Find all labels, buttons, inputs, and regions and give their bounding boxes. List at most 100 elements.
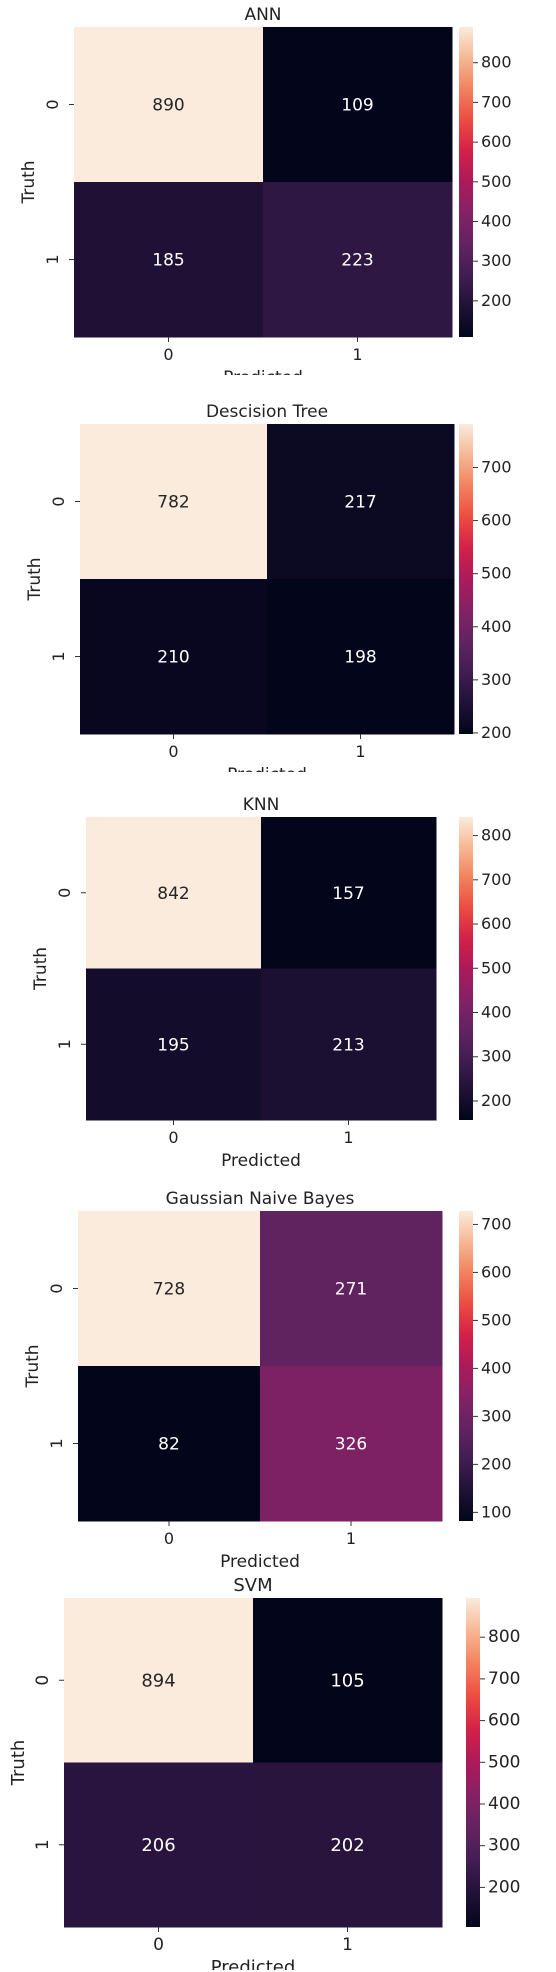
colorbar-tick-label: 700: [488, 1669, 520, 1689]
cell-value-label: 223: [341, 251, 373, 271]
colorbar-tick-label: 400: [481, 211, 512, 230]
colorbar-tick-label: 700: [481, 458, 512, 477]
heatmap-cell: [64, 1598, 254, 1763]
heatmap-cell: [263, 27, 453, 183]
x-tick-label: 0: [164, 1529, 174, 1548]
colorbar-tick-label: 800: [481, 53, 512, 72]
x-tick-label: 0: [153, 1935, 164, 1955]
x-axis-label: Predicted: [223, 368, 303, 375]
heatmap-cell: [260, 1211, 443, 1367]
x-tick-label: 1: [346, 1529, 356, 1548]
colorbar-tick-label: 100: [481, 1502, 512, 1521]
cell-value-label: 195: [157, 1035, 189, 1055]
heatmap-cell: [80, 579, 268, 735]
colorbar-tick-label: 200: [481, 1454, 512, 1473]
cell-value-label: 782: [157, 493, 189, 513]
x-axis-label: Predicted: [227, 765, 307, 772]
y-axis-label: Truth: [19, 160, 39, 204]
y-axis-label: Truth: [31, 947, 51, 991]
chart-title: ANN: [244, 5, 281, 25]
cell-value-label: 185: [152, 251, 184, 271]
x-tick-label: 1: [343, 1128, 353, 1147]
heatmap-cell: [86, 968, 262, 1121]
heatmap-cell: [86, 817, 262, 969]
heatmap-chart: Gaussian Naive Bayes 728 271 82 326 0 1 0 1 Predi…: [23, 1189, 512, 1572]
cell-value-label: 109: [341, 96, 373, 116]
chart-title: Gaussian Naive Bayes: [166, 1189, 355, 1209]
y-tick-label: 0: [47, 1283, 66, 1293]
colorbar-tick-label: 800: [488, 1627, 520, 1647]
heatmap-chart: ANN 890 109 185 223 0 1 0 1 Predicted Truth 200 300 4…: [19, 5, 512, 375]
cell-value-label: 198: [344, 648, 376, 668]
heatmap-cell: [261, 817, 437, 969]
colorbar-tick-label: 200: [481, 1091, 512, 1110]
colorbar-tick-label: 300: [481, 670, 512, 689]
colorbar-tick-label: 800: [481, 826, 512, 845]
colorbar-tick-label: 400: [481, 1358, 512, 1377]
heatmap-cell: [261, 968, 437, 1121]
y-tick-label: 0: [43, 99, 62, 109]
colorbar-tick-label: 500: [481, 564, 512, 583]
x-axis-label: Predicted: [220, 1552, 300, 1572]
colorbar: [459, 424, 473, 734]
colorbar-tick-label: 300: [488, 1836, 520, 1856]
cell-value-label: 202: [330, 1835, 364, 1856]
y-tick-label: 0: [49, 496, 68, 506]
heatmap-chart: KNN 842 157 195 213 0 1 0 1 Predicted Truth 200 300 4…: [31, 795, 512, 1167]
colorbar-tick-label: 200: [488, 1877, 520, 1897]
heatmap-cell: [74, 27, 264, 183]
heatmap-cell: [267, 424, 455, 580]
chart-title: SVM: [233, 1575, 272, 1596]
cell-value-label: 82: [158, 1435, 180, 1455]
heatmap-cell: [78, 1211, 261, 1367]
colorbar-tick-label: 400: [481, 617, 512, 636]
y-tick-label: 1: [43, 254, 62, 264]
colorbar-tick-label: 200: [481, 291, 512, 310]
cell-value-label: 728: [153, 1280, 185, 1300]
y-axis-label: Truth: [8, 1740, 29, 1787]
x-tick-label: 1: [342, 1935, 353, 1955]
x-tick-label: 1: [355, 742, 365, 761]
y-tick-label: 1: [47, 1438, 66, 1448]
x-tick-label: 0: [168, 742, 178, 761]
colorbar-tick-label: 600: [481, 132, 512, 151]
colorbar-tick-label: 500: [481, 958, 512, 977]
y-tick-label: 1: [49, 651, 68, 661]
heatmap-cell: [78, 1366, 261, 1522]
colorbar-tick-label: 700: [481, 1214, 512, 1233]
x-axis-label: Predicted: [221, 1151, 301, 1167]
y-axis-label: Truth: [23, 1344, 43, 1388]
heatmap-cell: [267, 579, 455, 735]
cell-value-label: 890: [152, 96, 184, 116]
colorbar: [459, 1211, 473, 1521]
cell-value-label: 213: [332, 1035, 364, 1055]
chart-title: Descision Tree: [206, 402, 328, 422]
colorbar-tick-label: 300: [481, 1406, 512, 1425]
x-tick-label: 0: [168, 1128, 178, 1147]
colorbar-tick-label: 400: [488, 1794, 520, 1814]
chart-title: KNN: [243, 795, 280, 815]
cell-value-label: 894: [141, 1670, 175, 1691]
colorbar-tick-label: 300: [481, 1047, 512, 1066]
colorbar: [466, 1598, 480, 1927]
heatmap-cell: [263, 182, 453, 338]
heatmap-cell: [74, 182, 264, 338]
colorbar: [459, 817, 473, 1120]
heatmap-cell: [253, 1598, 443, 1763]
y-tick-label: 1: [55, 1039, 74, 1049]
heatmap-cell: [64, 1762, 254, 1928]
colorbar-tick-label: 600: [481, 914, 512, 933]
colorbar-tick-label: 700: [481, 870, 512, 889]
colorbar-tick-label: 500: [481, 172, 512, 191]
heatmap-cell: [253, 1762, 443, 1928]
colorbar-tick-label: 600: [488, 1711, 520, 1731]
heatmap-cell: [260, 1366, 443, 1522]
cell-value-label: 206: [141, 1835, 175, 1856]
y-tick-label: 1: [33, 1839, 53, 1850]
x-tick-label: 1: [352, 345, 362, 364]
x-tick-label: 0: [163, 345, 173, 364]
y-axis-label: Truth: [25, 557, 45, 601]
colorbar-tick-label: 500: [481, 1310, 512, 1329]
heatmap-cell: [80, 424, 268, 580]
colorbar-tick-label: 600: [481, 1262, 512, 1281]
